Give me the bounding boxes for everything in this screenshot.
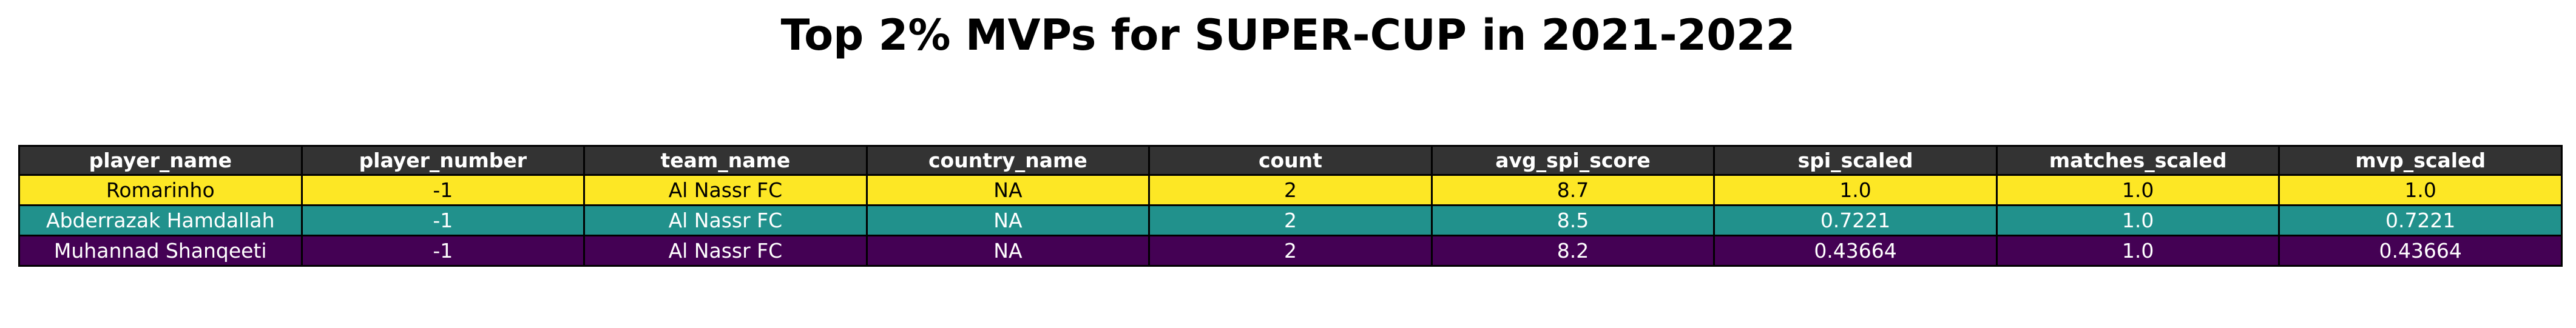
cell-matches-scaled: 1.0 <box>1995 204 2280 236</box>
cell-player-number: -1 <box>300 174 586 206</box>
cell-avg-spi-score: 8.7 <box>1430 174 1716 206</box>
cell-player-number: -1 <box>300 235 586 267</box>
cell-spi-scaled: 0.43664 <box>1713 235 1998 267</box>
cell-spi-scaled: 0.7221 <box>1713 204 1998 236</box>
mvp-table: player_name player_number team_name coun… <box>18 145 2563 267</box>
table-row: Abderrazak Hamdallah -1 Al Nassr FC NA 2… <box>18 204 2563 236</box>
cell-avg-spi-score: 8.5 <box>1430 204 1716 236</box>
cell-team-name: Al Nassr FC <box>583 204 868 236</box>
cell-mvp-scaled: 1.0 <box>2278 174 2563 206</box>
column-header-mvp-scaled: mvp_scaled <box>2278 145 2563 176</box>
table-row: Romarinho -1 Al Nassr FC NA 2 8.7 1.0 1.… <box>18 174 2563 206</box>
chart-title: Top 2% MVPs for SUPER-CUP in 2021-2022 <box>780 10 1796 60</box>
cell-avg-spi-score: 8.2 <box>1430 235 1716 267</box>
column-header-matches-scaled: matches_scaled <box>1995 145 2280 176</box>
column-header-count: count <box>1148 145 1433 176</box>
cell-mvp-scaled: 0.7221 <box>2278 204 2563 236</box>
cell-country-name: NA <box>865 174 1151 206</box>
cell-spi-scaled: 1.0 <box>1713 174 1998 206</box>
cell-mvp-scaled: 0.43664 <box>2278 235 2563 267</box>
cell-team-name: Al Nassr FC <box>583 174 868 206</box>
column-header-country-name: country_name <box>865 145 1151 176</box>
cell-count: 2 <box>1148 204 1433 236</box>
cell-player-name: Muhannad Shanqeeti <box>18 235 303 267</box>
column-header-player-name: player_name <box>18 145 303 176</box>
cell-count: 2 <box>1148 174 1433 206</box>
table-row: Muhannad Shanqeeti -1 Al Nassr FC NA 2 8… <box>18 235 2563 267</box>
table-header-row: player_name player_number team_name coun… <box>18 145 2563 176</box>
cell-matches-scaled: 1.0 <box>1995 174 2280 206</box>
column-header-player-number: player_number <box>300 145 586 176</box>
cell-country-name: NA <box>865 204 1151 236</box>
cell-player-name: Abderrazak Hamdallah <box>18 204 303 236</box>
column-header-team-name: team_name <box>583 145 868 176</box>
cell-player-number: -1 <box>300 204 586 236</box>
column-header-spi-scaled: spi_scaled <box>1713 145 1998 176</box>
cell-matches-scaled: 1.0 <box>1995 235 2280 267</box>
column-header-avg-spi-score: avg_spi_score <box>1430 145 1716 176</box>
cell-country-name: NA <box>865 235 1151 267</box>
cell-count: 2 <box>1148 235 1433 267</box>
cell-player-name: Romarinho <box>18 174 303 206</box>
cell-team-name: Al Nassr FC <box>583 235 868 267</box>
